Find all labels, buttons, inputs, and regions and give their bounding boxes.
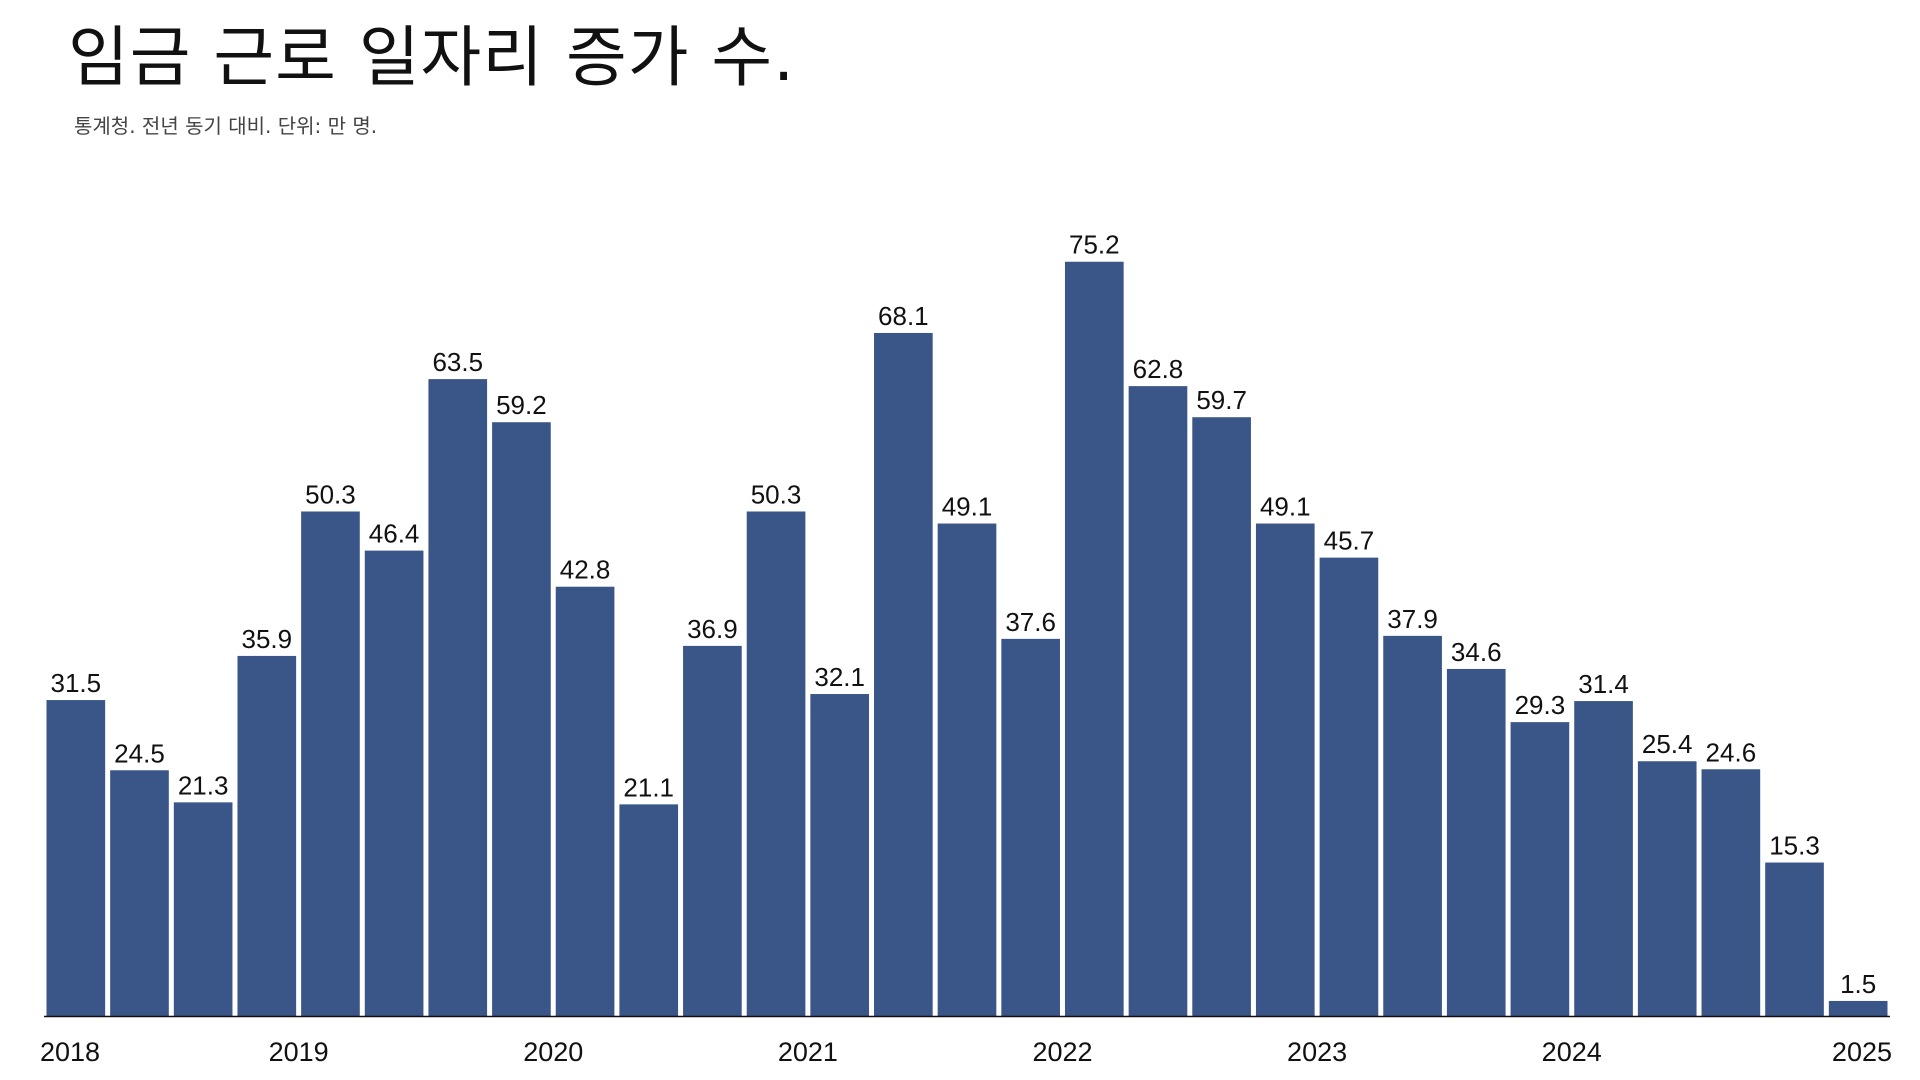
bar-value-label: 36.9 bbox=[687, 614, 738, 644]
x-tick-label: 2025 bbox=[1832, 1037, 1892, 1067]
bar bbox=[1510, 722, 1570, 1016]
bar bbox=[364, 550, 424, 1016]
bar bbox=[428, 379, 488, 1017]
bar-value-label: 50.3 bbox=[305, 479, 356, 509]
bar-value-label: 31.5 bbox=[51, 668, 102, 698]
bar-value-label: 25.4 bbox=[1642, 729, 1693, 759]
bar-value-label: 35.9 bbox=[241, 624, 292, 654]
bar-value-label: 42.8 bbox=[560, 555, 611, 585]
bar bbox=[492, 422, 551, 1017]
bar bbox=[173, 802, 233, 1016]
bar-value-label: 50.3 bbox=[751, 479, 802, 509]
bar bbox=[1001, 638, 1060, 1016]
bar-value-label: 29.3 bbox=[1515, 690, 1566, 720]
bar-value-label: 59.7 bbox=[1196, 385, 1247, 415]
bar-value-label: 49.1 bbox=[1260, 492, 1311, 522]
bar-value-label: 37.9 bbox=[1387, 604, 1438, 634]
bar-value-label: 63.5 bbox=[432, 347, 483, 377]
bar bbox=[1192, 417, 1251, 1017]
bar bbox=[746, 511, 806, 1016]
x-tick-label: 2018 bbox=[40, 1037, 100, 1067]
x-tick-label: 2019 bbox=[269, 1037, 329, 1067]
bar bbox=[555, 586, 615, 1016]
bar-value-label: 68.1 bbox=[878, 301, 929, 331]
bar-value-label: 34.6 bbox=[1451, 637, 1502, 667]
bar-value-label: 1.5 bbox=[1840, 969, 1876, 999]
bar-value-label: 49.1 bbox=[942, 492, 993, 522]
bar-value-label: 21.3 bbox=[178, 770, 229, 800]
bar bbox=[874, 332, 933, 1017]
bar bbox=[1765, 862, 1824, 1016]
chart-subtitle: 통계청. 전년 동기 대비. 단위: 만 명. bbox=[74, 114, 378, 138]
bar bbox=[1319, 557, 1379, 1016]
x-tick-label: 2024 bbox=[1542, 1037, 1602, 1067]
bar bbox=[937, 523, 997, 1016]
data-labels-layer: 31.5 24.5 21.3 35.9 50.3 46.4 63.5 59.2 42.8 21.1… bbox=[51, 230, 1877, 999]
bar bbox=[1446, 668, 1506, 1016]
bar-value-label: 37.6 bbox=[1005, 607, 1056, 637]
bar bbox=[683, 645, 742, 1016]
bar bbox=[237, 655, 297, 1016]
bar-value-label: 15.3 bbox=[1769, 831, 1820, 861]
bar bbox=[110, 770, 169, 1016]
bar bbox=[1128, 386, 1188, 1016]
bar bbox=[1637, 761, 1697, 1016]
bars-layer bbox=[46, 261, 1888, 1017]
bar bbox=[301, 511, 360, 1016]
bar-value-label: 45.7 bbox=[1324, 526, 1375, 556]
x-tick-labels-layer: 2018 2019 2020 2021 2022 2023 2024 2025 bbox=[40, 1037, 1892, 1067]
bar bbox=[1574, 701, 1633, 1016]
bar bbox=[46, 700, 106, 1016]
x-tick-label: 2021 bbox=[778, 1037, 838, 1067]
bar-value-label: 31.4 bbox=[1578, 669, 1629, 699]
chart-title: 임금 근로 일자리 증가 수. bbox=[68, 19, 796, 96]
bar bbox=[1701, 769, 1761, 1016]
bar-value-label: 75.2 bbox=[1069, 230, 1120, 260]
x-tick-label: 2022 bbox=[1032, 1037, 1092, 1067]
x-tick-label: 2023 bbox=[1287, 1037, 1347, 1067]
bar bbox=[810, 694, 870, 1016]
bar bbox=[619, 804, 679, 1016]
bar bbox=[1064, 261, 1124, 1016]
bar bbox=[1828, 1000, 1888, 1016]
bar-value-label: 32.1 bbox=[814, 662, 865, 692]
bar-value-label: 59.2 bbox=[496, 390, 547, 420]
bar bbox=[1255, 523, 1315, 1016]
x-tick-label: 2020 bbox=[523, 1037, 583, 1067]
bar-value-label: 62.8 bbox=[1133, 354, 1184, 384]
bar-value-label: 21.1 bbox=[623, 772, 674, 802]
bar bbox=[1383, 635, 1442, 1016]
bar-value-label: 46.4 bbox=[369, 519, 420, 549]
bar-value-label: 24.5 bbox=[114, 738, 165, 768]
bar-value-label: 24.6 bbox=[1706, 737, 1757, 767]
